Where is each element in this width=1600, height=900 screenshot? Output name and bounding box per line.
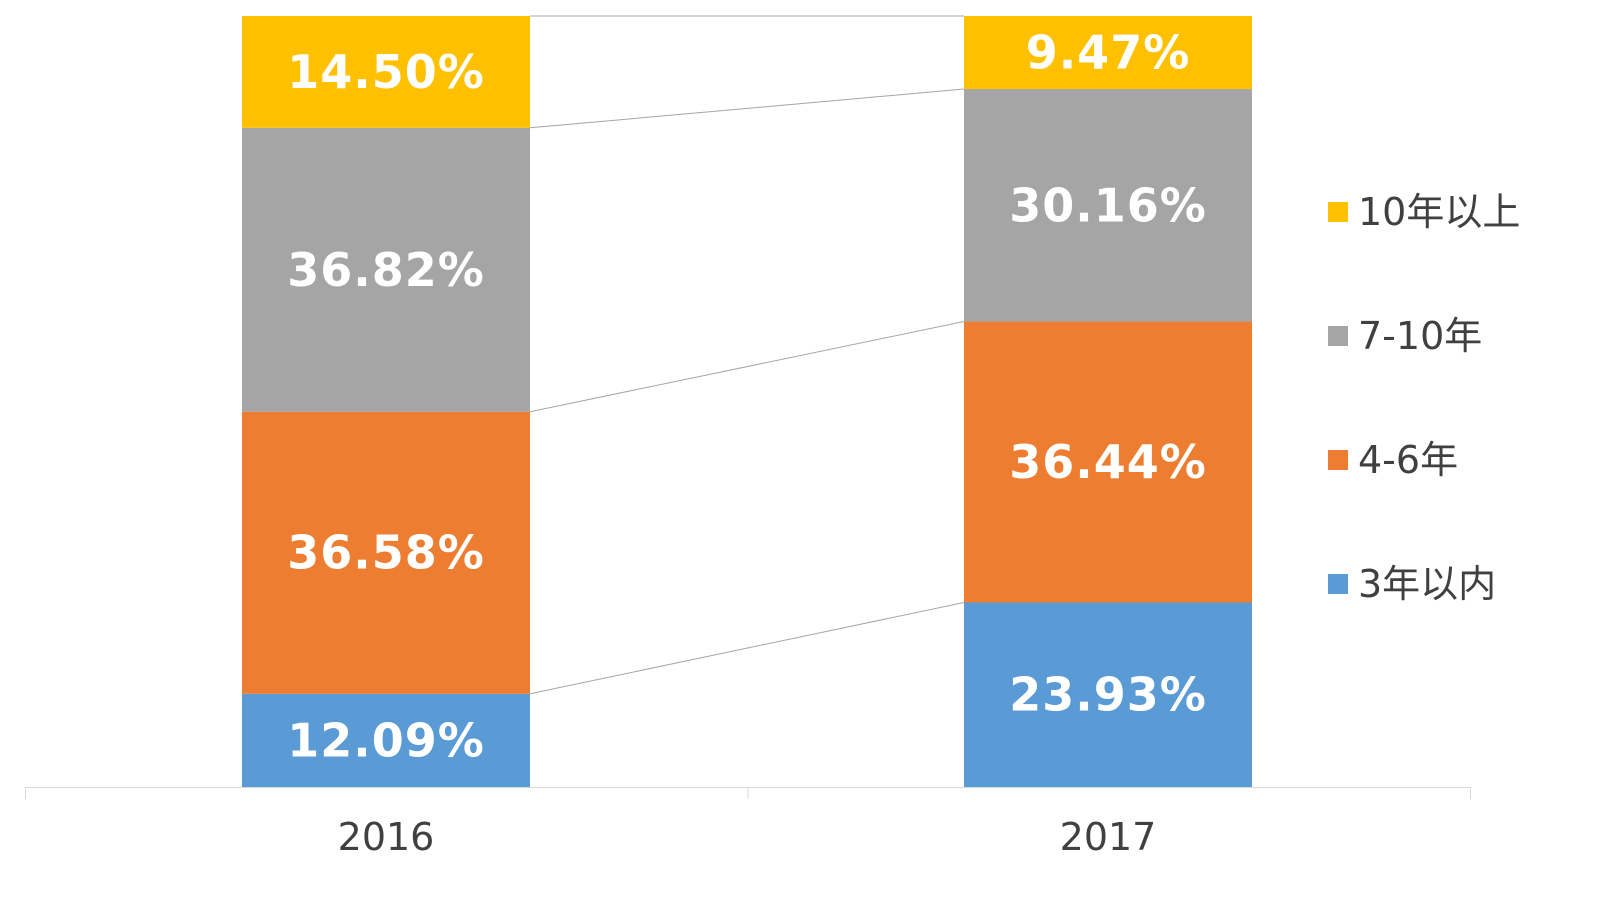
legend-swatch-10年以上 — [1328, 202, 1348, 222]
x-axis: 2016 2017 — [25, 787, 1471, 859]
data-label-2016-7-10年: 36.82% — [287, 243, 485, 297]
legend-item-4-6年: 4-6年 — [1328, 438, 1458, 482]
series-line-7-10年 — [529, 88, 965, 129]
data-labels: 12.09% 36.58% 36.82% 14.50% 23.93% 36.44% 30.1… — [287, 26, 1207, 768]
legend-label-10年以上: 10年以上 — [1358, 190, 1520, 234]
legend-swatch-3年以内 — [1328, 574, 1348, 594]
bar-2017-4-6年 — [964, 321, 1252, 603]
series-lines — [529, 15, 965, 695]
bar-2017-7-10年 — [964, 89, 1252, 322]
legend-swatch-4-6年 — [1328, 450, 1348, 470]
data-label-2017-4-6年: 36.44% — [1009, 435, 1207, 489]
legend-item-7-10年: 7-10年 — [1328, 314, 1482, 358]
x-tick-label-2017: 2017 — [1060, 815, 1157, 859]
legend-label-4-6年: 4-6年 — [1358, 438, 1458, 482]
data-label-2016-3年以内: 12.09% — [287, 713, 485, 767]
bar-2017-10年以上 — [964, 16, 1252, 90]
legend-label-3年以内: 3年以内 — [1358, 562, 1496, 606]
data-label-2017-10年以上: 9.47% — [1026, 26, 1191, 80]
bar-2016-7-10年 — [242, 127, 530, 412]
bar-2016-10年以上 — [242, 16, 530, 128]
x-tick-label-2016: 2016 — [338, 815, 435, 859]
data-label-2017-7-10年: 30.16% — [1009, 178, 1207, 232]
data-label-2016-10年以上: 14.50% — [287, 45, 485, 99]
bar-2016-4-6年 — [242, 411, 530, 694]
series-line-3年以内 — [529, 602, 965, 695]
bar-2017-3年以内 — [964, 602, 1252, 787]
legend-label-7-10年: 7-10年 — [1358, 314, 1482, 358]
series-line-4-6年 — [529, 321, 965, 413]
data-label-2017-3年以内: 23.93% — [1009, 668, 1207, 722]
legend-item-3年以内: 3年以内 — [1328, 562, 1496, 606]
bars — [242, 16, 1252, 787]
legend: 10年以上 7-10年 4-6年 3年以内 — [1328, 190, 1520, 606]
data-label-2016-4-6年: 36.58% — [287, 526, 485, 580]
legend-item-10年以上: 10年以上 — [1328, 190, 1520, 234]
legend-swatch-7-10年 — [1328, 326, 1348, 346]
bar-2016-3年以内 — [242, 693, 530, 787]
